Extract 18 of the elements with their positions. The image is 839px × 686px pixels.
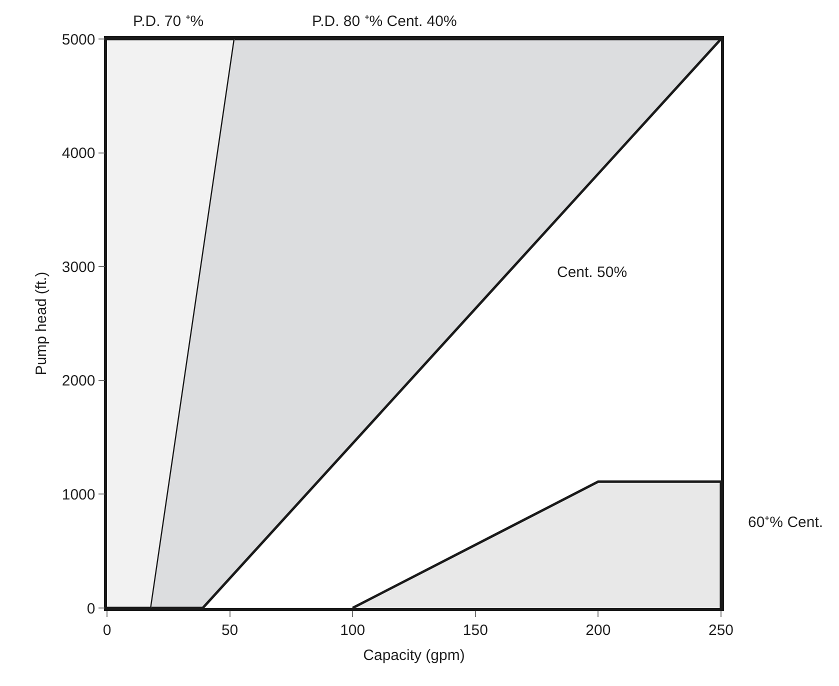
text: P.D. 70 ⁺% <box>133 13 204 30</box>
y-tick-label: 0 <box>86 600 96 618</box>
x-tick-label: 200 <box>586 622 611 639</box>
x-tick-label: 50 <box>221 622 238 639</box>
x-tick-label: 0 <box>102 622 112 639</box>
text: P.D. 80 ⁺% Cent. 40% <box>312 13 457 30</box>
x-tick-label: 100 <box>340 622 366 639</box>
x-axis-title: Capacity (gpm) <box>363 646 465 664</box>
y-tick-label: 2000 <box>62 372 96 390</box>
text: 60⁺% Cent. <box>748 514 824 531</box>
y-axis-title: Pump head (ft.) <box>33 272 50 376</box>
y-tick-label: 4000 <box>62 145 96 162</box>
x-tick-label: 250 <box>708 622 734 639</box>
y-tick-label: 5000 <box>62 31 96 48</box>
y-tick-label: 1000 <box>62 486 96 504</box>
y-tick-label: 3000 <box>62 258 96 276</box>
annotation: Cent. 50% <box>557 264 628 281</box>
x-tick-label: 150 <box>462 622 488 639</box>
